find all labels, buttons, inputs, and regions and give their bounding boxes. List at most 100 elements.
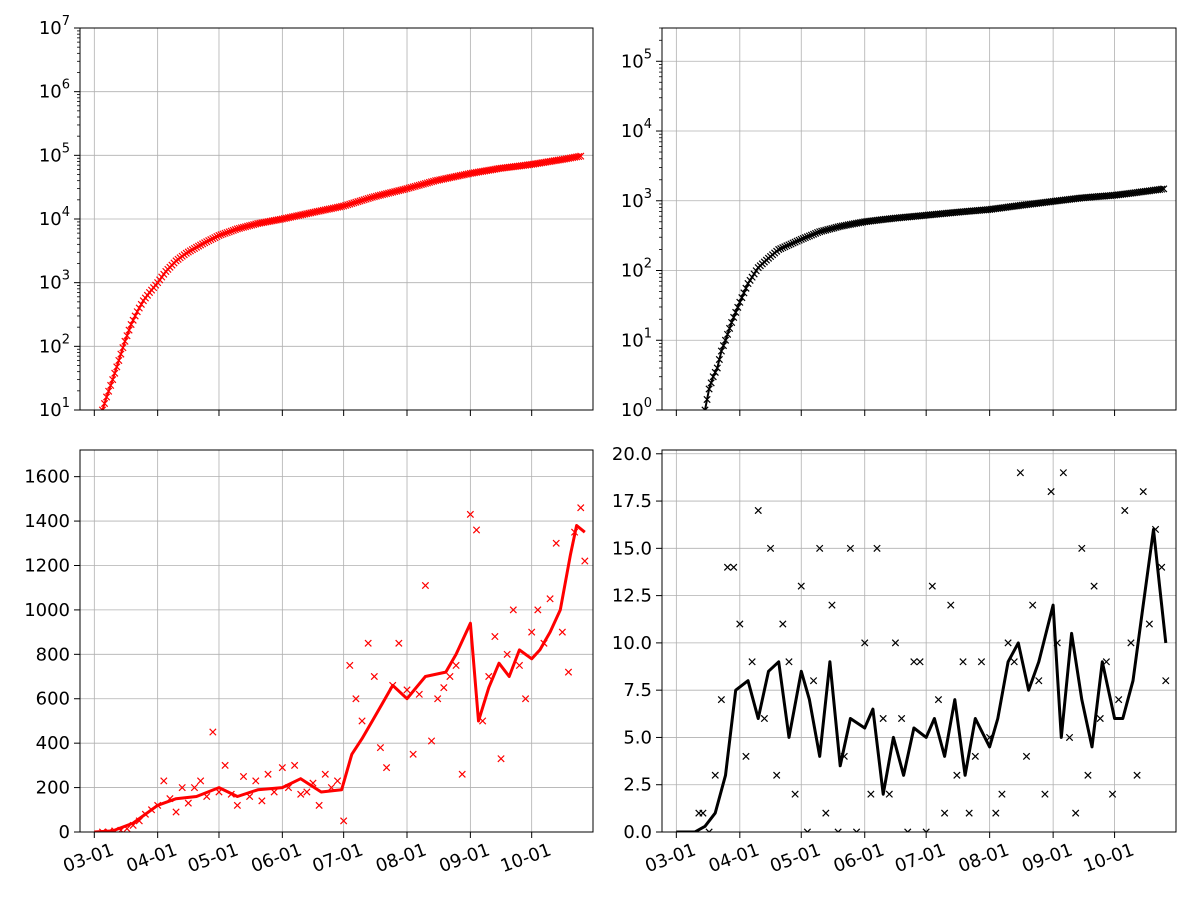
y-tick-label: 101: [621, 326, 652, 351]
data-point: [719, 342, 728, 350]
data-point: [376, 743, 385, 752]
y-tick-label: 101: [39, 396, 70, 421]
data-point: [213, 232, 221, 241]
data-point: [1016, 469, 1024, 477]
y-tick-label: 15.0: [612, 538, 652, 559]
data-point: [707, 379, 715, 387]
data-point: [816, 228, 824, 236]
data-point: [1160, 185, 1168, 193]
data-point: [219, 230, 227, 238]
data-point: [98, 828, 107, 832]
y-tick-label: 105: [621, 47, 652, 72]
y-tick-label: 1400: [24, 511, 70, 532]
data-point: [828, 224, 836, 233]
y-tick-label: 600: [36, 689, 70, 710]
plot-frame: [661, 27, 1177, 411]
data-point: [725, 324, 734, 333]
y-tick-label: 0.0: [623, 822, 652, 843]
data-point: [717, 347, 726, 355]
data-point: [229, 226, 237, 234]
data-point: [315, 801, 323, 809]
data-point: [221, 761, 229, 769]
data-point: [235, 224, 244, 232]
data-point: [364, 639, 372, 647]
data-point: [992, 809, 1000, 817]
data-point: [203, 238, 211, 246]
y-tick-label: 107: [39, 14, 70, 39]
data-point: [773, 771, 781, 779]
data-point: [346, 200, 354, 208]
data-point: [417, 181, 425, 189]
data-point: [342, 201, 350, 209]
data-point: [803, 233, 812, 241]
data-point: [340, 202, 348, 210]
y-tick-label: 104: [39, 205, 70, 230]
data-point: [221, 229, 229, 237]
data-point: [1065, 733, 1074, 742]
data-point: [1133, 771, 1141, 779]
y-tick-label: 103: [621, 187, 652, 212]
data-point: [1121, 506, 1129, 515]
data-point: [801, 234, 809, 242]
data-point: [861, 639, 869, 647]
data-point: [199, 240, 207, 248]
data-point: [395, 639, 403, 647]
data-point: [748, 658, 756, 666]
data-point: [211, 233, 219, 242]
data-point: [822, 809, 830, 817]
data-point: [705, 385, 713, 393]
data-point: [509, 606, 517, 614]
data-point: [196, 777, 205, 785]
plot-frame: [79, 449, 594, 833]
y-tick-label: 1200: [24, 555, 70, 576]
data-point: [744, 279, 752, 288]
data-point: [740, 289, 748, 297]
y-tick-label: 5.0: [623, 727, 652, 748]
data-point: [413, 182, 421, 190]
data-point: [472, 526, 481, 534]
data-point: [127, 320, 135, 329]
data-point: [104, 387, 113, 395]
data-point: [787, 240, 795, 248]
data-point: [791, 790, 799, 798]
data-point: [115, 356, 123, 365]
data-point: [732, 308, 740, 317]
data-point: [113, 363, 121, 371]
data-point: [246, 222, 254, 230]
data-point: [807, 231, 816, 239]
data-point: [123, 332, 131, 340]
data-point: [754, 506, 762, 515]
data-point: [217, 231, 225, 239]
data-point: [1004, 639, 1012, 647]
data-point: [791, 238, 799, 246]
y-tick-label: 0: [59, 822, 70, 843]
data-point: [321, 770, 329, 778]
data-point: [491, 632, 499, 641]
data-point: [237, 224, 246, 232]
data-point: [362, 195, 370, 203]
data-point: [243, 222, 252, 230]
data-point: [201, 239, 209, 247]
data-point: [409, 183, 417, 191]
data-point: [109, 375, 117, 384]
data-point: [953, 771, 961, 779]
data-point: [701, 406, 709, 410]
data-point: [1090, 582, 1098, 590]
data-point: [427, 737, 436, 745]
y-tick-label: 102: [39, 332, 70, 357]
data-point: [795, 236, 803, 244]
data-point: [709, 373, 717, 381]
data-point: [352, 695, 360, 703]
data-point: [766, 544, 775, 552]
data-point: [409, 750, 417, 758]
data-point: [922, 828, 930, 832]
data-point: [777, 244, 785, 253]
data-point: [723, 563, 732, 571]
data-point: [814, 228, 822, 237]
data-point: [194, 242, 203, 250]
y-tick-label: 800: [36, 644, 70, 665]
y-tick-label: 1000: [24, 600, 70, 621]
data-point: [781, 243, 789, 251]
data-point: [916, 658, 924, 666]
